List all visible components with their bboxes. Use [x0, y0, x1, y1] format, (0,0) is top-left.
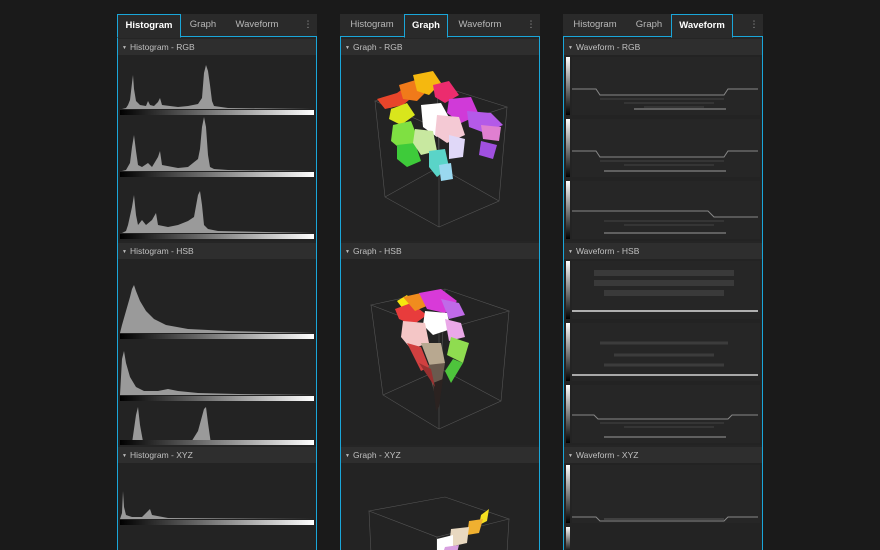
histogram-saturation-gradient: [120, 396, 314, 401]
tab-graph[interactable]: Graph: [189, 19, 217, 30]
waveform-x-channel: [566, 465, 760, 523]
section-header-waveform-rgb[interactable]: ▼ Waveform - RGB: [564, 39, 762, 55]
waveform-panel: Histogram Graph Waveform ⋮ ▼ Waveform - R…: [563, 14, 763, 550]
waveform-saturation-channel: [566, 323, 760, 381]
histogram-hsb-chart: [120, 285, 314, 445]
section-title: Graph - RGB: [352, 42, 403, 52]
section-title: Waveform - RGB: [575, 42, 641, 52]
section-title: Waveform - HSB: [575, 246, 640, 256]
collapse-triangle-icon: ▼: [122, 453, 127, 459]
waveform-red-channel: [566, 57, 760, 115]
section-header-graph-xyz[interactable]: ▼ Graph - XYZ: [341, 447, 539, 463]
xyz-point-cloud: [437, 509, 489, 550]
panel-body: ▼ Graph - RGB: [340, 37, 540, 550]
waveform-hsb-view: [564, 259, 762, 445]
histogram-xyz-chart: [120, 491, 314, 525]
graph-rgb-view: [341, 55, 539, 241]
collapse-triangle-icon: ▼: [568, 45, 573, 51]
histogram-red-channel: [122, 65, 312, 109]
graph-hsb-view: [341, 259, 539, 445]
section-title: Histogram - RGB: [129, 42, 195, 52]
section-title: Histogram - HSB: [129, 246, 194, 256]
section-title: Waveform - XYZ: [575, 450, 639, 460]
waveform-rgb-view: [564, 55, 762, 241]
histogram-blue-gradient: [120, 234, 314, 239]
panel-body: ▼ Waveform - RGB: [563, 37, 763, 550]
rgb-cube-plot: [374, 71, 508, 228]
tab-graph[interactable]: Graph: [404, 14, 448, 38]
histogram-saturation-channel: [120, 351, 314, 395]
tab-graph[interactable]: Graph: [635, 19, 663, 30]
graph-xyz-view: [341, 463, 539, 550]
waveform-brightness-channel: [566, 385, 760, 443]
tab-histogram[interactable]: Histogram: [117, 14, 181, 38]
hsb-point-cloud: [395, 289, 469, 411]
histogram-hue-gradient: [120, 334, 314, 339]
collapse-triangle-icon: ▼: [345, 453, 350, 459]
tab-histogram[interactable]: Histogram: [573, 19, 617, 30]
waveform-xyz-chart: [566, 465, 760, 550]
tab-bar: Histogram Graph Waveform ⋮: [117, 14, 317, 38]
histogram-panel: Histogram Graph Waveform ⋮ ▼ Histogram - …: [117, 14, 317, 550]
histogram-hsb-view: [118, 259, 316, 445]
hsb-cube-plot: [369, 288, 510, 430]
collapse-triangle-icon: ▼: [122, 45, 127, 51]
tab-histogram[interactable]: Histogram: [350, 19, 394, 30]
section-title: Histogram - XYZ: [129, 450, 193, 460]
histogram-green-gradient: [120, 172, 314, 177]
panel-body: ▼ Histogram - RGB: [117, 37, 317, 550]
histogram-x-channel: [120, 491, 314, 519]
tab-bar: Histogram Graph Waveform ⋮: [563, 14, 763, 38]
panel-menu-icon[interactable]: ⋮: [526, 19, 536, 29]
histogram-hue-channel: [120, 285, 314, 333]
histogram-brightness-gradient: [120, 440, 314, 445]
histogram-rgb-chart: [120, 65, 314, 239]
section-header-histogram-xyz[interactable]: ▼ Histogram - XYZ: [118, 447, 316, 463]
histogram-blue-channel: [122, 191, 312, 233]
panel-menu-icon[interactable]: ⋮: [749, 19, 759, 29]
collapse-triangle-icon: ▼: [345, 45, 350, 51]
histogram-brightness-channel: [131, 407, 212, 445]
tab-waveform[interactable]: Waveform: [671, 14, 733, 38]
collapse-triangle-icon: ▼: [122, 249, 127, 255]
panel-menu-icon[interactable]: ⋮: [303, 19, 313, 29]
waveform-hue-channel: [566, 261, 760, 319]
waveform-xyz-view: [564, 463, 762, 550]
histogram-rgb-view: [118, 55, 316, 241]
histogram-xyz-view: [118, 463, 316, 550]
tab-waveform[interactable]: Waveform: [458, 19, 502, 30]
section-header-waveform-hsb[interactable]: ▼ Waveform - HSB: [564, 243, 762, 259]
waveform-hsb-chart: [566, 261, 760, 443]
section-header-histogram-rgb[interactable]: ▼ Histogram - RGB: [118, 39, 316, 55]
collapse-triangle-icon: ▼: [568, 453, 573, 459]
section-header-histogram-hsb[interactable]: ▼ Histogram - HSB: [118, 243, 316, 259]
rgb-point-cloud: [377, 71, 503, 181]
section-title: Graph - XYZ: [352, 450, 401, 460]
collapse-triangle-icon: ▼: [568, 249, 573, 255]
section-header-graph-rgb[interactable]: ▼ Graph - RGB: [341, 39, 539, 55]
xyz-cube-plot: [367, 496, 511, 550]
waveform-rgb-chart: [566, 57, 760, 239]
waveform-blue-channel: [566, 181, 760, 239]
graph-panel: Histogram Graph Waveform ⋮ ▼ Graph - RGB: [340, 14, 540, 550]
section-title: Graph - HSB: [352, 246, 402, 256]
histogram-green-channel: [122, 117, 312, 171]
collapse-triangle-icon: ▼: [345, 249, 350, 255]
tab-bar: Histogram Graph Waveform ⋮: [340, 14, 540, 38]
waveform-green-channel: [566, 119, 760, 177]
histogram-red-gradient: [120, 110, 314, 115]
tab-waveform[interactable]: Waveform: [235, 19, 279, 30]
section-header-graph-hsb[interactable]: ▼ Graph - HSB: [341, 243, 539, 259]
section-header-waveform-xyz[interactable]: ▼ Waveform - XYZ: [564, 447, 762, 463]
waveform-y-channel-top: [566, 527, 570, 550]
histogram-x-gradient: [120, 520, 314, 525]
